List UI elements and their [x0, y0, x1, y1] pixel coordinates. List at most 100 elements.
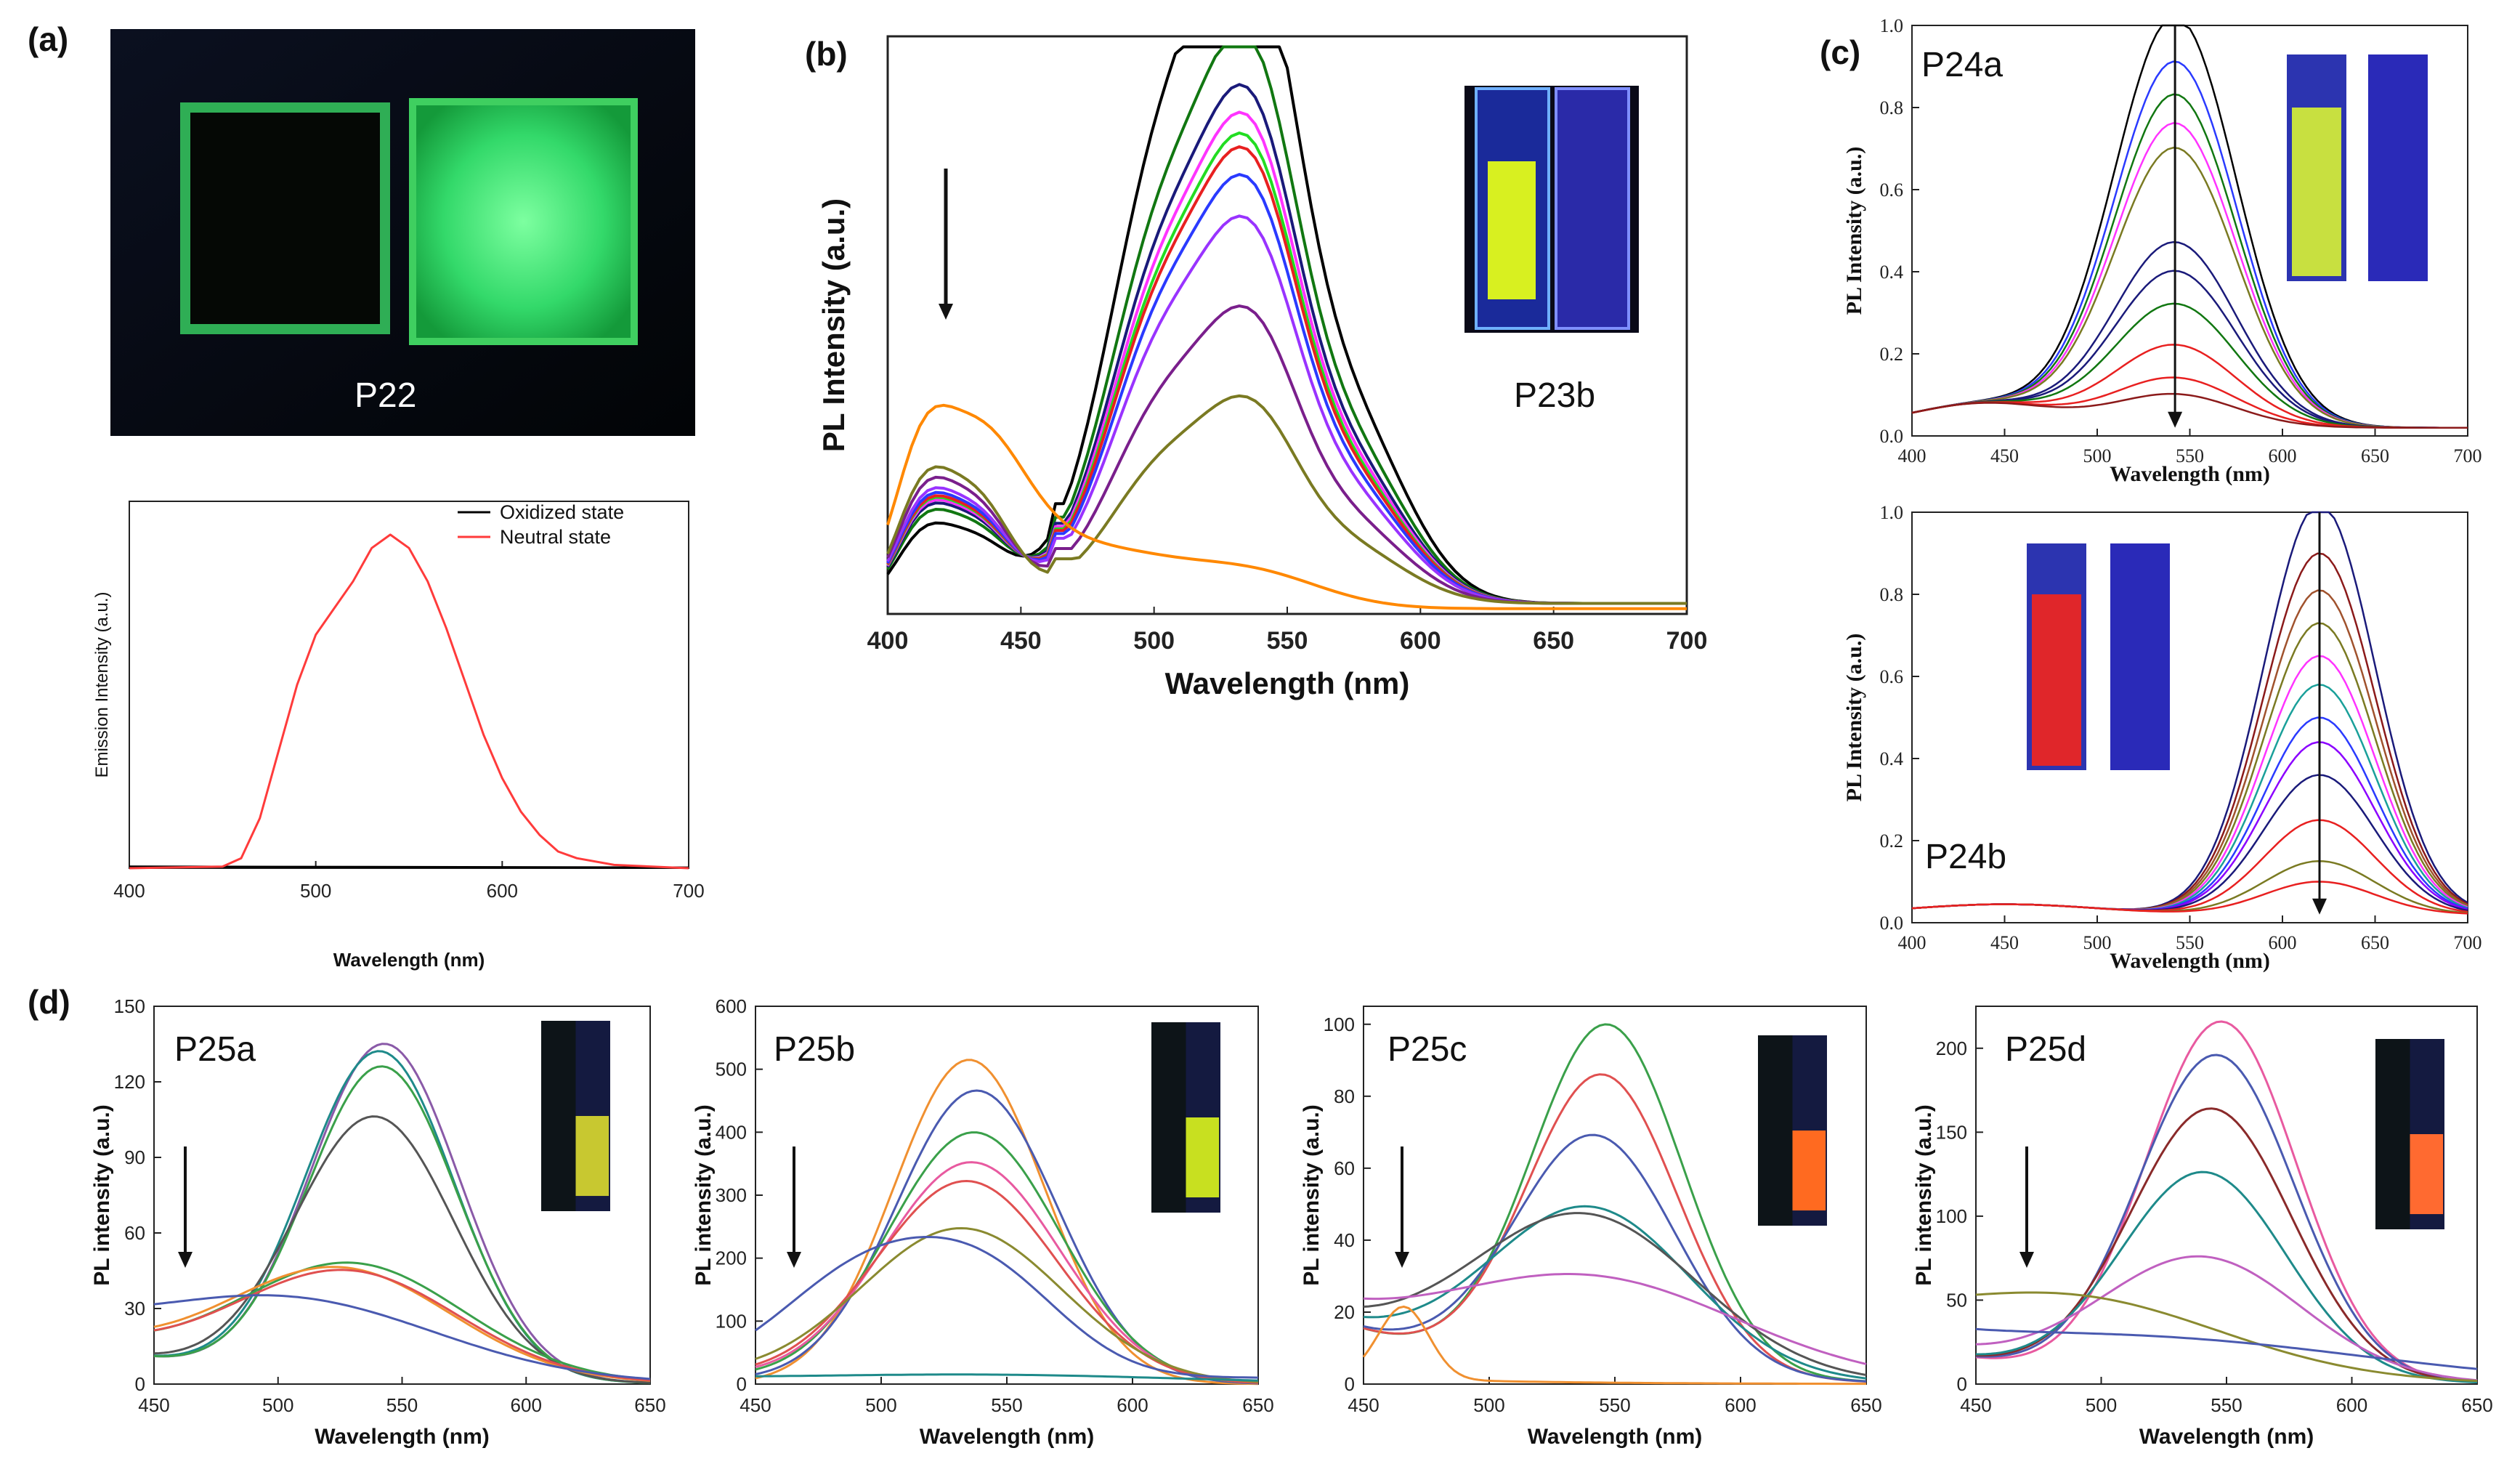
- cuvette-right: [1555, 87, 1630, 330]
- legend-entry: Oxidized state: [500, 501, 624, 523]
- x-tick-label: 450: [138, 1394, 169, 1416]
- series-line: [755, 1373, 1259, 1382]
- chart-title-b: P23b: [1514, 376, 1595, 415]
- y-tick-label: 600: [716, 995, 747, 1017]
- plot-frame: [129, 501, 689, 869]
- panel-label-b: (b): [805, 35, 848, 73]
- y-tick-label: 0: [1345, 1373, 1355, 1395]
- chart-title-c1: P24a: [1921, 46, 2003, 84]
- inset-film: [575, 1116, 609, 1197]
- y-tick-label: 30: [124, 1298, 145, 1319]
- x-tick-label: 500: [2083, 445, 2112, 466]
- series-line: [153, 1261, 651, 1381]
- y-tick-label: 0.0: [1880, 426, 1904, 447]
- chart-d2: 450 500 550 600 650 0 100 200 300 400 500 600 Wavele…: [692, 995, 1274, 1449]
- series-line: [1975, 1327, 2478, 1370]
- series-line: [1362, 1305, 1866, 1386]
- series-line: [1911, 270, 2468, 429]
- y-tick-label: 100: [1936, 1205, 1967, 1227]
- x-tick-label: 550: [1267, 627, 1308, 655]
- chart-title-c2: P24b: [1925, 838, 2006, 876]
- x-tick-label: 450: [1960, 1394, 1991, 1416]
- panel-label-c: (c): [1820, 33, 1860, 71]
- y-tick-label: 150: [1936, 1121, 1967, 1143]
- inset-photo-d4: [2375, 1039, 2444, 1229]
- x-tick-label: 600: [1400, 627, 1441, 655]
- series-line: [1975, 1020, 2478, 1383]
- y-tick-label: 150: [114, 995, 145, 1017]
- x-tick-label: 650: [634, 1394, 665, 1416]
- x-tick-label: 700: [673, 880, 704, 902]
- y-axis-label: PL Intensity (a.u.): [817, 198, 851, 452]
- series-line: [1975, 1255, 2478, 1382]
- arrow-head: [178, 1252, 193, 1268]
- x-tick-label: 500: [2086, 1394, 2117, 1416]
- x-tick-label: 550: [991, 1394, 1022, 1416]
- x-tick-label: 400: [113, 880, 145, 902]
- series-line: [1363, 1273, 1867, 1365]
- arrow-head: [2168, 411, 2183, 428]
- photo-a: P22: [110, 29, 695, 436]
- x-axis-label: Wavelength (nm): [333, 949, 485, 971]
- inset-film: [1186, 1117, 1220, 1198]
- inset-film: [2410, 1134, 2444, 1215]
- y-tick-label: 80: [1334, 1085, 1355, 1107]
- y-tick-label: 0.6: [1880, 666, 1904, 687]
- y-tick-label: 100: [716, 1310, 747, 1332]
- x-axis-label: Wavelength (nm): [2110, 949, 2270, 973]
- y-axis-label: PL intensity (a.u.): [1912, 1104, 1936, 1285]
- x-tick-label: 400: [1898, 445, 1927, 466]
- x-tick-label: 650: [2461, 1394, 2492, 1416]
- x-tick-label: 500: [300, 880, 331, 902]
- x-tick-label: 700: [2454, 932, 2482, 953]
- y-tick-label: 120: [114, 1071, 145, 1093]
- inset-photo-d2: [1151, 1022, 1220, 1213]
- x-tick-label: 650: [1850, 1394, 1881, 1416]
- series-line: [153, 1269, 651, 1382]
- y-axis-label: PL Intensity (a.u.): [1842, 147, 1866, 315]
- series-line: [1363, 1133, 1867, 1383]
- x-tick-label: 550: [386, 1394, 418, 1416]
- y-tick-label: 0.8: [1880, 584, 1904, 605]
- series-line-s10: [886, 394, 1687, 605]
- series-line-s11: [886, 403, 1687, 610]
- panel-label-a: (a): [28, 20, 68, 58]
- x-tick-label: 600: [2269, 932, 2297, 953]
- cuvette-inset-c2: [2027, 543, 2170, 770]
- x-tick-label: 500: [865, 1394, 896, 1416]
- y-tick-label: 20: [1334, 1301, 1355, 1323]
- y-tick-label: 0.0: [1880, 913, 1904, 934]
- y-tick-label: 0.4: [1880, 262, 1904, 283]
- arrow-head: [787, 1252, 801, 1268]
- inset-photo-d3: [1758, 1035, 1827, 1226]
- y-axis-label: PL Intensity (a.u.): [1842, 634, 1866, 802]
- x-tick-label: 450: [1348, 1394, 1379, 1416]
- oxidized-film: [180, 102, 390, 334]
- x-tick-label: 650: [1242, 1394, 1273, 1416]
- x-tick-label: 500: [1473, 1394, 1504, 1416]
- y-tick-label: 400: [716, 1121, 747, 1143]
- x-tick-label: 500: [262, 1394, 293, 1416]
- series-line: [1976, 1170, 2478, 1383]
- panel-label-d: (d): [28, 983, 70, 1021]
- chart-title-d2: P25b: [774, 1030, 855, 1069]
- series-line: [1911, 881, 2468, 915]
- x-tick-label: 600: [487, 880, 518, 902]
- series-line: [129, 533, 689, 870]
- y-tick-label: 100: [1324, 1014, 1355, 1035]
- y-tick-label: 500: [716, 1059, 747, 1080]
- y-tick-label: 0.2: [1880, 830, 1904, 852]
- chart-title-d4: P25d: [2005, 1030, 2086, 1069]
- y-tick-label: 300: [716, 1184, 747, 1206]
- inset-film: [1792, 1131, 1826, 1211]
- cuvette-left-solution: [1488, 161, 1536, 299]
- chart-title-d3: P25c: [1387, 1030, 1467, 1069]
- y-tick-label: 200: [716, 1247, 747, 1269]
- x-tick-label: 400: [867, 627, 909, 655]
- y-axis-label: PL intensity (a.u.): [692, 1104, 716, 1285]
- series-line: [1911, 344, 2468, 429]
- cuvette-right: [2110, 543, 2170, 770]
- x-tick-label: 650: [2361, 445, 2389, 466]
- x-tick-label: 600: [511, 1394, 542, 1416]
